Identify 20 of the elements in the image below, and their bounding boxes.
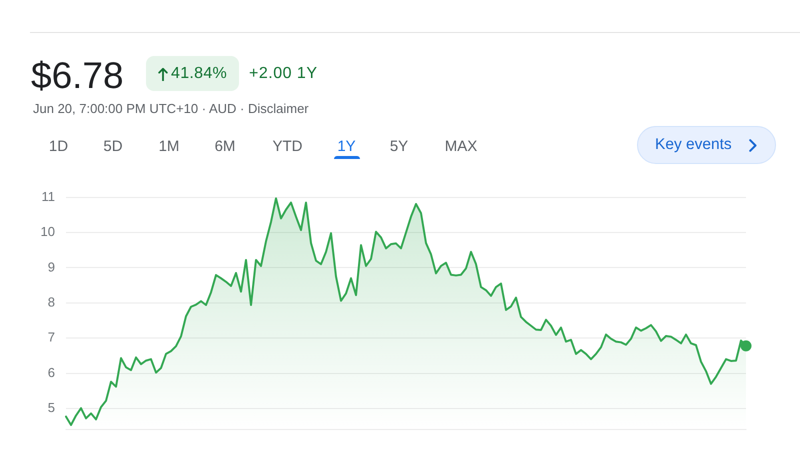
chart-subtitle: Jun 20, 7:00:00 PM UTC+10 · AUD · Disclaimer	[33, 100, 309, 116]
text: 6M	[214, 136, 236, 156]
y-tick-label: 5	[48, 400, 55, 416]
y-tick-label: 9	[48, 259, 55, 274]
pill-button[interactable]: Key events	[637, 126, 776, 164]
y-tick-label: 6	[48, 364, 55, 380]
text: 41.84%	[171, 64, 228, 84]
y-tick-label: 7	[48, 330, 55, 345]
text: +2.00 1Y	[249, 64, 318, 84]
y-tick-label: 10	[40, 224, 55, 240]
text: MAX	[444, 136, 478, 156]
text: 5Y	[390, 136, 408, 156]
y-tick-label: 8	[48, 294, 55, 310]
text: 5D	[103, 136, 123, 156]
chart-title: $6.78	[31, 54, 124, 98]
text: 1Y	[337, 136, 356, 156]
text: 1M	[158, 136, 180, 156]
y-tick-label: 11	[42, 188, 55, 204]
text: 1D	[48, 136, 68, 156]
text: YTD	[272, 136, 302, 156]
